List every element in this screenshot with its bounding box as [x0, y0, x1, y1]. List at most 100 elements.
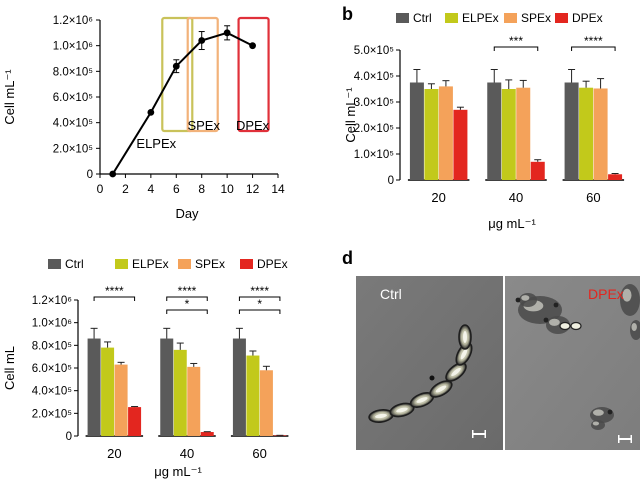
ctrl-debris-dot: [429, 375, 435, 381]
b-bar-ctrl: [564, 82, 579, 180]
a-data-point: [249, 42, 256, 50]
ctrl-cell-highlight: [375, 413, 387, 419]
b-y-tick-label: 4.0×10⁵: [354, 71, 394, 83]
c-category-label: 60: [252, 446, 266, 461]
c-y-tick-label: 4.0×10⁵: [32, 386, 72, 398]
a-annotation-box: [237, 16, 270, 133]
c-significance-label: *: [185, 297, 190, 311]
c-significance-bracket: [238, 309, 281, 314]
a-x-tick-label: 14: [271, 182, 285, 196]
c-bar-dpex: [128, 407, 142, 436]
b-legend-swatch: [504, 13, 517, 23]
b-bar-ctrl: [487, 82, 502, 180]
dpex-debris-highlight: [593, 409, 604, 416]
a-annotation-box: [161, 16, 194, 133]
c-y-tick-label: 8.0×10⁵: [32, 340, 72, 352]
c-y-tick-label: 1.0×10⁶: [32, 318, 72, 330]
scale-bar-right-tick-a: [618, 435, 620, 443]
a-x-tick-label: 0: [97, 182, 104, 196]
dpex-debris-cluster: [519, 293, 537, 307]
a-x-axis-label: Day: [175, 206, 199, 221]
a-y-tick-label: 1.2×10⁶: [53, 15, 93, 27]
c-y-axis-label: Cell mL: [2, 346, 17, 390]
b-y-tick-label: 3.0×10⁵: [354, 97, 394, 109]
a-y-tick-label: 6.0×10⁵: [53, 92, 93, 104]
a-y-tick-label: 2.0×10⁵: [53, 143, 93, 155]
panel-label-d: d: [342, 248, 353, 268]
a-x-tick-label: 8: [198, 182, 205, 196]
c-significance-label: ****: [105, 284, 124, 298]
c-legend-swatch: [115, 259, 128, 269]
b-legend-label: SPEx: [521, 11, 551, 25]
dpex-cell-debris: [515, 284, 640, 430]
a-data-point: [198, 37, 206, 44]
micrograph-label-ctrl: Ctrl: [380, 286, 402, 302]
c-legend-label: ELPEx: [132, 257, 169, 271]
c-bar-elpex: [173, 349, 187, 436]
a-x-tick-label: 2: [122, 182, 129, 196]
b-category-label: 20: [431, 190, 445, 205]
c-significance-bracket: [166, 309, 208, 314]
dpex-debris-highlight: [521, 295, 530, 301]
micrograph-label-dpex: DPEx: [588, 286, 624, 302]
c-bar-elpex: [101, 347, 115, 436]
ctrl-cell-highlight: [396, 407, 408, 413]
a-data-point: [109, 170, 117, 178]
dpex-debris-dot: [553, 302, 559, 308]
c-legend-label: Ctrl: [65, 257, 84, 271]
b-legend-label: Ctrl: [413, 11, 432, 25]
scale-bar-left: [472, 433, 486, 435]
panel-label-b: b: [342, 4, 353, 24]
b-y-tick-label: 5.0×10⁵: [354, 45, 394, 57]
ctrl-cell-highlight: [416, 397, 428, 403]
a-y-tick-label: 1.0×10⁶: [53, 41, 93, 53]
a-x-tick-label: 6: [173, 182, 180, 196]
panel-d-micrographs: Ctrl DPEx: [356, 276, 640, 450]
b-significance-bracket: [493, 46, 539, 51]
scale-bar-left-tick-a: [472, 430, 474, 438]
ctrl-cell-highlight: [435, 385, 447, 393]
b-y-tick-label: 1.0×10⁵: [354, 149, 394, 161]
b-bar-dpex: [453, 109, 468, 180]
a-x-tick-label: 4: [148, 182, 155, 196]
b-significance-label: ****: [584, 34, 603, 48]
a-y-tick-label: 8.0×10⁵: [53, 66, 93, 78]
a-annotation-label: ELPEx: [136, 136, 176, 151]
b-bar-elpex: [501, 89, 516, 180]
scale-bar-left-tick-b: [484, 430, 486, 438]
c-bar-spex: [114, 364, 128, 436]
b-bar-spex: [593, 88, 608, 180]
c-significance-bracket: [238, 296, 281, 301]
panel-a-growth-curve: 0 2.0×10⁵ 4.0×10⁵ 6.0×10⁵ 8.0×10⁵ 1.0×10⁶ 1.2×…: [2, 15, 285, 221]
ctrl-cell-highlight: [463, 331, 467, 343]
a-y-tick-label: 0: [87, 169, 93, 181]
c-bar-elpex: [246, 355, 260, 436]
b-x-axis-label: μg mL⁻¹: [488, 216, 536, 231]
b-category-label: 60: [586, 190, 600, 205]
b-bar-ctrl: [409, 82, 424, 180]
c-y-tick-label: 0: [66, 431, 72, 443]
dpex-debris-cluster: [590, 407, 614, 423]
c-significance-bracket: [93, 296, 136, 301]
c-bar-ctrl: [160, 338, 174, 436]
b-significance-bracket: [571, 46, 616, 51]
b-bar-spex: [438, 86, 453, 180]
a-x-tick-label: 10: [220, 182, 234, 196]
c-legend-swatch: [178, 259, 191, 269]
dpex-debris-dot: [515, 297, 521, 303]
c-bar-ctrl: [87, 338, 101, 436]
micrograph-ctrl: [356, 276, 503, 450]
a-series-line: [111, 31, 254, 175]
b-y-tick-label: 2.0×10⁵: [354, 123, 394, 135]
b-legend-label: DPEx: [572, 11, 603, 25]
a-annotation-box: [186, 16, 219, 133]
scale-bar-right: [618, 438, 632, 440]
c-category-label: 20: [107, 446, 121, 461]
dpex-debris-highlight: [592, 421, 600, 426]
b-y-tick-label: 0: [388, 175, 394, 187]
a-y-axis-label: Cell mL⁻¹: [2, 69, 17, 125]
b-bar-spex: [516, 87, 531, 180]
a-data-point: [172, 62, 180, 70]
dpex-debris-highlight: [622, 288, 632, 302]
